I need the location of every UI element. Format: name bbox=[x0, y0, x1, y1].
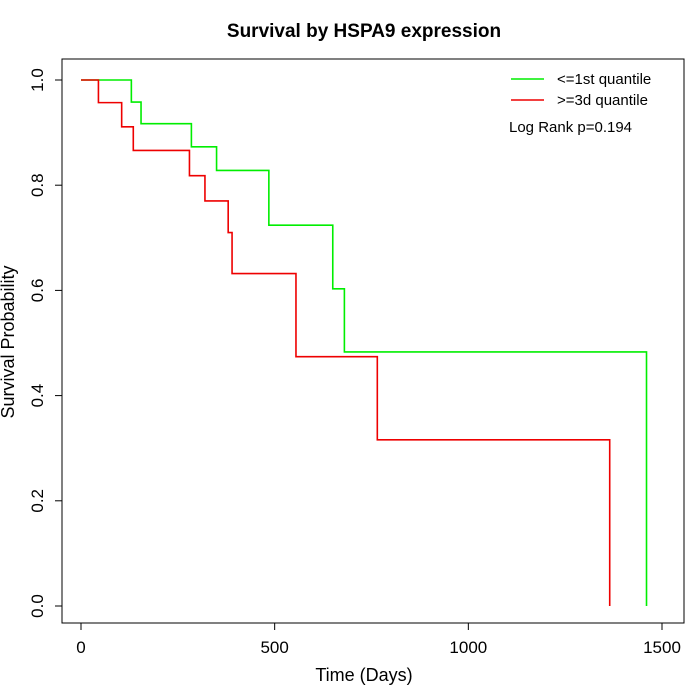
x-tick-label: 1000 bbox=[449, 638, 487, 657]
series-line-1 bbox=[81, 79, 611, 606]
legend-label: >=3d quantile bbox=[557, 92, 648, 109]
y-tick-label: 1.0 bbox=[28, 68, 47, 92]
y-axis-label: Survival Probability bbox=[0, 265, 18, 418]
y-tick-label: 0.6 bbox=[28, 279, 47, 303]
log-rank-annotation: Log Rank p=0.194 bbox=[509, 119, 632, 136]
x-tick-label: 0 bbox=[76, 638, 85, 657]
x-tick-label: 1500 bbox=[643, 638, 681, 657]
chart-title: Survival by HSPA9 expression bbox=[227, 21, 501, 42]
legend: <=1st quantile >=3d quantile bbox=[511, 71, 651, 109]
y-tick-label: 0.8 bbox=[28, 173, 47, 197]
y-tick-label: 0.0 bbox=[28, 594, 47, 618]
x-tick-label: 500 bbox=[260, 638, 288, 657]
y-axis: 0.0 0.2 0.4 0.6 0.8 1.0 bbox=[28, 68, 63, 618]
x-axis: 0 500 1000 1500 bbox=[76, 622, 681, 657]
y-tick-label: 0.2 bbox=[28, 489, 47, 513]
series-layer bbox=[81, 79, 648, 606]
series-line-0 bbox=[81, 79, 648, 606]
y-tick-label: 0.4 bbox=[28, 384, 47, 408]
x-axis-label: Time (Days) bbox=[315, 665, 412, 685]
plot-frame bbox=[61, 58, 685, 624]
legend-label: <=1st quantile bbox=[557, 71, 651, 88]
